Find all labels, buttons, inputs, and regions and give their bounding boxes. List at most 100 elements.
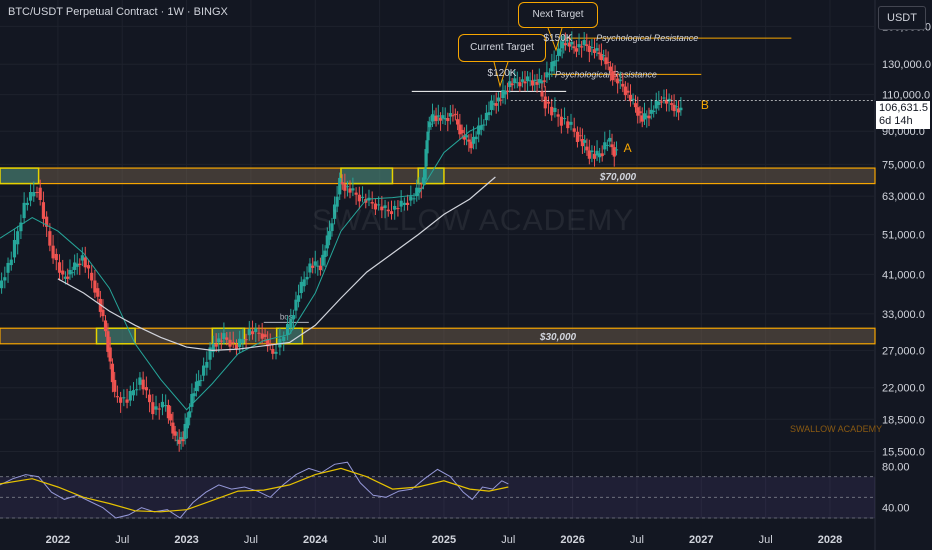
price-candle [443, 118, 447, 120]
price-candle [677, 108, 681, 113]
price-candle [496, 97, 501, 102]
price-candle [456, 119, 460, 125]
projected-candle [575, 131, 580, 142]
price-candle [469, 141, 473, 149]
support-zone-label: $70,000 [599, 172, 637, 183]
projected-candle [572, 128, 576, 132]
price-candle [311, 265, 315, 268]
price-candle [323, 250, 327, 258]
price-candle [570, 41, 574, 45]
price-candle [533, 79, 537, 82]
price-candle [192, 393, 196, 397]
moving-average-slow [57, 176, 496, 352]
price-candle [175, 439, 179, 441]
projected-candle [608, 137, 612, 142]
rsi-tick-label: 40.00 [882, 503, 910, 515]
price-candle [417, 187, 421, 192]
price-candle [115, 396, 120, 398]
price-candle [308, 263, 312, 273]
price-candle [453, 113, 457, 115]
price-candle [535, 81, 539, 85]
price-candle [510, 83, 514, 86]
price-candle [247, 329, 251, 336]
price-candle [234, 344, 239, 350]
price-candle [22, 202, 26, 219]
price-candle [465, 135, 469, 138]
price-candle [101, 309, 105, 317]
price-candle [138, 377, 142, 385]
resistance-label: Psychological Resistance [555, 69, 657, 79]
price-candle [399, 200, 403, 207]
price-candle [343, 184, 347, 191]
price-candle [171, 422, 175, 434]
price-candle [565, 40, 569, 42]
price-candle [427, 122, 431, 128]
price-candle [282, 336, 286, 342]
price-candle [217, 338, 221, 343]
price-candle [396, 208, 400, 210]
price-candle [649, 109, 653, 114]
price-candle [451, 115, 455, 117]
price-candle [28, 192, 33, 201]
price-candle [446, 118, 450, 122]
currency-selector[interactable]: USDT [878, 6, 926, 30]
projected-candle [559, 116, 563, 126]
price-candle [19, 222, 23, 232]
price-candle [147, 394, 152, 403]
projected-candle [612, 147, 616, 157]
price-tick-label: 130,000.0 [882, 59, 931, 71]
price-candle [110, 363, 115, 383]
price-candle [260, 333, 264, 339]
price-candle [51, 245, 55, 259]
price-candle [389, 211, 394, 215]
price-candle [321, 254, 325, 266]
projected-candle [583, 140, 587, 143]
price-candle [611, 71, 615, 81]
price-tick-label: 51,000.0 [882, 230, 925, 242]
price-candle [608, 66, 613, 72]
price-candle [113, 379, 117, 392]
time-tick-label: Jul [630, 534, 644, 546]
price-candle [499, 99, 503, 101]
price-candle [250, 331, 255, 335]
price-candle [489, 100, 494, 110]
callout-current-target-label: Current Target $120K [470, 42, 534, 79]
price-tick-label: 22,000.0 [882, 383, 925, 395]
price-candle [338, 177, 342, 195]
price-candle [316, 265, 320, 267]
price-candle [125, 399, 129, 403]
support-zone-label: $30,000 [539, 332, 577, 343]
price-candle [122, 397, 126, 399]
callout-next-target-pointer [547, 27, 563, 52]
price-candle [662, 97, 666, 99]
price-candle [83, 257, 87, 268]
price-candle [567, 42, 572, 47]
price-candle [238, 338, 242, 348]
price-candle [520, 79, 525, 82]
price-candle [530, 80, 535, 86]
callout-next-target-label: Next Target $150K [532, 9, 584, 44]
price-tick-label: 90,000.0 [882, 126, 925, 138]
price-candle [57, 262, 62, 273]
price-candle [377, 204, 381, 206]
projected-candle [550, 106, 554, 116]
price-candle [430, 114, 435, 122]
price-candle [458, 124, 462, 135]
price-candle [563, 43, 567, 46]
price-candle [257, 332, 261, 334]
price-candle [188, 411, 192, 418]
price-candle [409, 196, 413, 201]
price-candle [70, 272, 74, 274]
price-candle [572, 46, 576, 49]
price-candle [3, 277, 7, 281]
price-candle [597, 52, 601, 55]
price-candle [554, 60, 558, 62]
price-candle [436, 115, 440, 117]
price-candle [183, 423, 187, 439]
price-candle [0, 280, 4, 289]
price-candle [305, 276, 309, 280]
projected-candle [562, 118, 567, 120]
price-candle [621, 83, 625, 87]
